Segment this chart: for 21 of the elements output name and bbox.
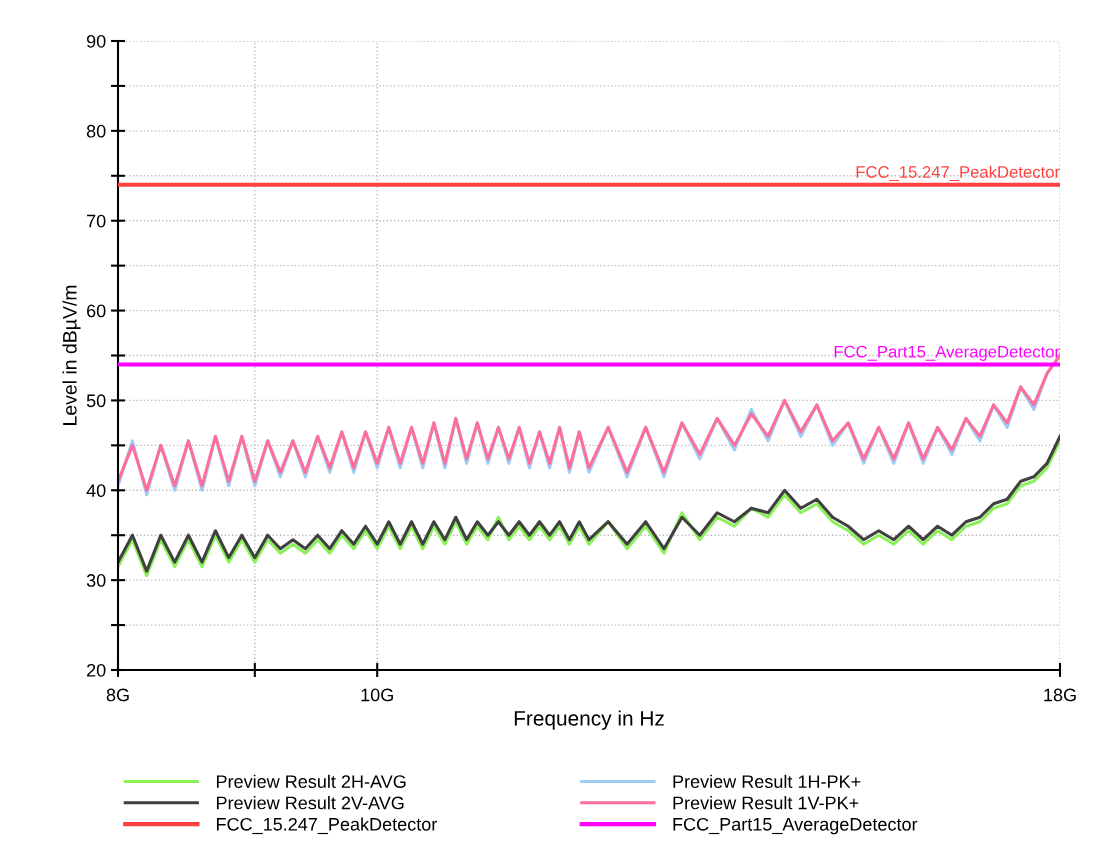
y-axis-title: Level in dBµV/m xyxy=(62,285,81,425)
text: FCC_Part15_AverageDetector xyxy=(673,817,918,835)
ref-line-label: FCC_Part15_AverageDetector xyxy=(834,345,1060,361)
legend-label: Preview Result 1H-PK+ xyxy=(673,774,861,788)
y-tick-label: 20 xyxy=(87,663,106,677)
x-tick-label: 10G xyxy=(361,688,393,702)
legend-label: Preview Result 2H-AVG xyxy=(216,774,406,788)
y-tick-label: 50 xyxy=(86,394,106,408)
y-tick-label: 70 xyxy=(87,214,106,228)
legend-label: Preview Result 2V-AVG xyxy=(216,796,404,810)
text: FCC_15.247_PeakDetector xyxy=(216,817,438,835)
y-tick-label: 90 xyxy=(86,34,106,48)
y-tick-label: 80 xyxy=(86,124,106,138)
x-tick-label: 8G xyxy=(106,688,129,702)
y-tick-label: 30 xyxy=(86,574,106,587)
ref-line-label: FCC_15.247_PeakDetector xyxy=(856,165,1060,182)
legend-label: Preview Result 1V-PK+ xyxy=(673,796,859,810)
x-axis-title: Frequency in Hz xyxy=(514,710,664,730)
x-tick-label: 18G xyxy=(1044,688,1076,702)
y-tick-label: 60 xyxy=(87,304,106,318)
y-tick-label: 40 xyxy=(86,484,106,498)
